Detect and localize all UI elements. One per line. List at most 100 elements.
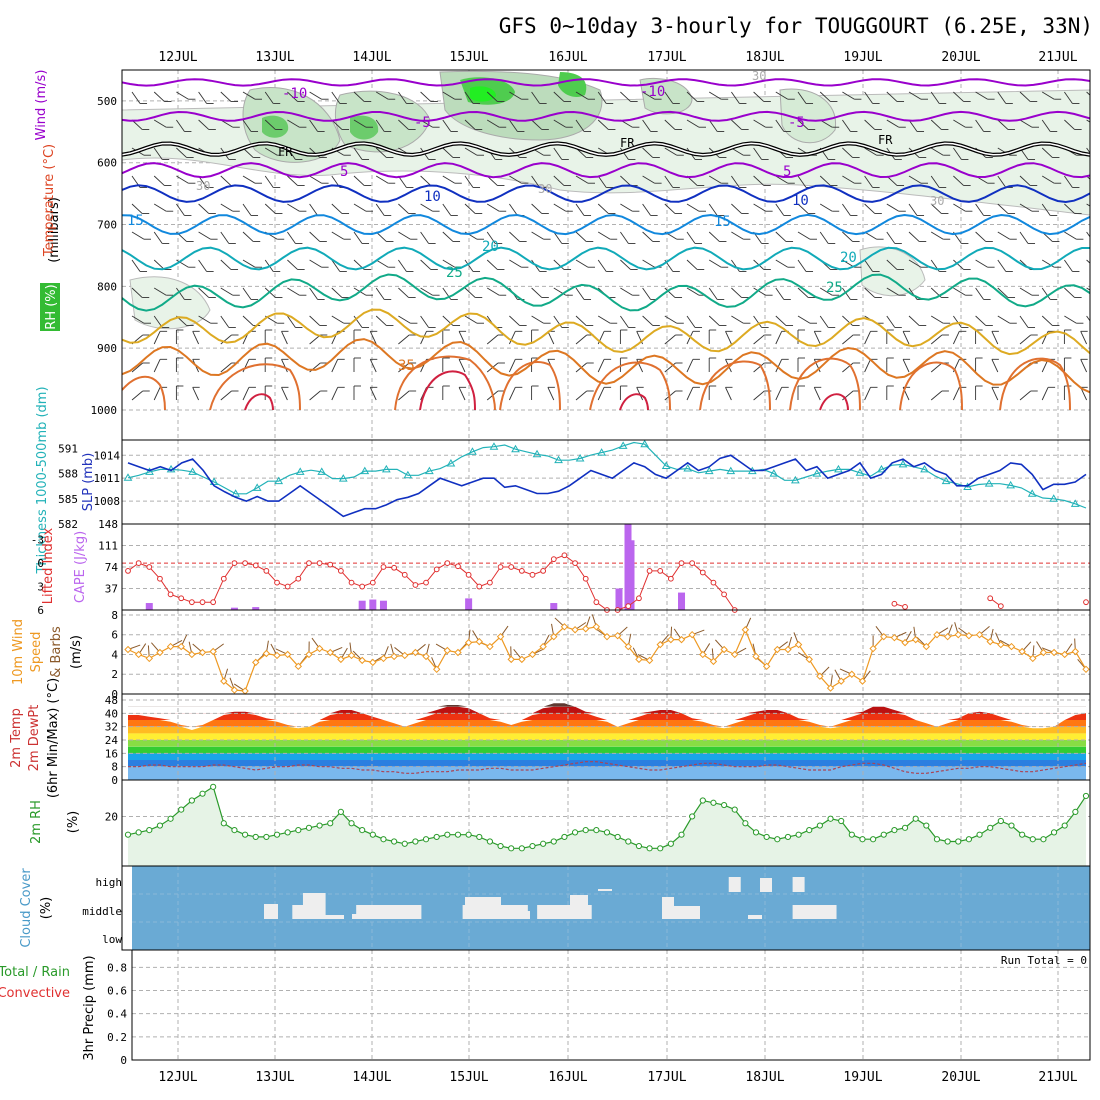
temp2m-unit-label: (6hr Min/Max) (°C) <box>46 678 61 798</box>
wind10-speed-marker <box>390 652 398 661</box>
wind-barb <box>753 334 765 345</box>
wind-barb <box>797 175 807 188</box>
wind10-speed-marker <box>252 658 260 667</box>
rh2m-label: 2m RH <box>29 800 44 844</box>
temperature-band <box>128 703 1086 707</box>
wind-barb <box>1041 147 1053 158</box>
rh2m-marker <box>667 840 674 847</box>
date-label-top: 19JUL <box>843 50 882 65</box>
wind-barb <box>486 259 498 270</box>
rh2m-marker <box>774 836 781 843</box>
wind-barb <box>953 203 966 212</box>
wind-barb <box>331 387 339 401</box>
rh2m-marker <box>1029 836 1036 843</box>
wind-barb <box>753 315 762 328</box>
tick-label: 588 <box>58 468 78 481</box>
wind-barb <box>420 91 432 102</box>
wind-barb <box>930 147 944 156</box>
contour-label: -5 <box>414 115 431 131</box>
temperature-contour <box>122 338 1090 394</box>
wind-barb <box>664 147 678 156</box>
thickness-marker <box>597 448 606 456</box>
wind-barb <box>708 119 718 132</box>
tick-label: 8 <box>111 609 118 622</box>
wind10-speed-marker <box>464 638 473 647</box>
rh2m-marker <box>156 822 164 829</box>
wind-barb <box>287 231 296 244</box>
wind-barb <box>398 390 410 401</box>
wind-barb <box>575 390 588 401</box>
lifted-index-marker <box>242 560 248 566</box>
lifted-index-marker <box>274 579 280 586</box>
wind-barb <box>753 147 762 160</box>
lifted-index-marker <box>252 562 259 569</box>
wind-barb <box>398 203 409 214</box>
thickness-marker <box>123 473 133 481</box>
rh2m-marker <box>1040 836 1047 843</box>
wind-barb <box>553 119 567 128</box>
wind-barb <box>997 119 1009 130</box>
wind-barb <box>864 387 871 401</box>
wind10-speed-marker <box>326 648 334 657</box>
wind-barb <box>508 331 516 345</box>
lifted-index-marker <box>348 579 355 586</box>
rh2m-marker <box>933 836 941 843</box>
lifted-index-marker <box>902 603 908 610</box>
wind-barb <box>886 231 896 244</box>
upper-air-panel: -10 -10 -5 -5 FR FR FR 5 5 10 10 15 15 2… <box>34 69 1091 441</box>
chart-title: GFS 0~10day 3-hourly for TOUGGOURT (6.25… <box>499 14 1093 38</box>
wind-barb <box>442 91 456 100</box>
wind10-speed-marker <box>858 677 867 685</box>
rh2m-marker <box>795 831 802 838</box>
wind-barb <box>597 91 607 104</box>
wind-barb <box>997 315 1011 324</box>
rh2m-marker <box>231 827 238 834</box>
rh2m-axis: 20 <box>105 810 118 823</box>
temperature-band <box>128 713 1086 720</box>
wind-barb <box>553 175 565 186</box>
lifted-index-marker <box>689 560 696 566</box>
lifted-index-marker <box>1083 599 1089 606</box>
cloud-block <box>390 909 402 919</box>
wind-barb <box>1019 315 1029 328</box>
wind-barb <box>842 203 851 216</box>
wind-barb <box>464 175 474 188</box>
wind-barb <box>1019 175 1031 186</box>
wind10-speed-marker <box>401 651 409 660</box>
wind-barb <box>708 259 722 268</box>
thickness-marker <box>425 466 434 475</box>
rh-contour-label: 30 <box>930 194 944 208</box>
thickness-marker <box>1070 499 1080 507</box>
rh2m-marker <box>976 831 983 838</box>
rh2m-marker <box>167 815 174 822</box>
wind-barb <box>997 287 1009 298</box>
lifted-index-marker <box>157 575 163 582</box>
date-label-bottom: 16JUL <box>548 1070 587 1085</box>
wind-barb <box>997 91 1007 104</box>
wind-barb <box>220 315 230 328</box>
dewpt2m-label: 2m DewPt <box>27 705 42 772</box>
wind-barb <box>464 315 478 324</box>
wind-barb <box>458 331 466 345</box>
surface-heat-contours <box>122 355 1071 411</box>
wind-barb <box>242 315 254 326</box>
tick-label: 6 <box>37 604 44 617</box>
contour-label: -5 <box>788 115 805 131</box>
wind-barb <box>1080 331 1088 345</box>
lifted-index-marker <box>540 568 547 574</box>
wind-barb <box>797 203 809 214</box>
tick-label: 1014 <box>94 449 121 462</box>
wind-barb <box>442 231 454 242</box>
wind-barb <box>1064 203 1075 214</box>
wind-barb <box>813 387 821 401</box>
lifted-index-marker <box>231 560 238 566</box>
lifted-index-marker <box>529 571 536 578</box>
lifted-index-marker <box>710 579 717 586</box>
rh2m-marker <box>210 783 217 790</box>
wind-barb <box>176 203 185 216</box>
lifted-index-marker <box>508 564 515 570</box>
wind-barb <box>686 315 696 328</box>
wind-barb <box>908 287 918 300</box>
wind-barb <box>642 119 651 132</box>
